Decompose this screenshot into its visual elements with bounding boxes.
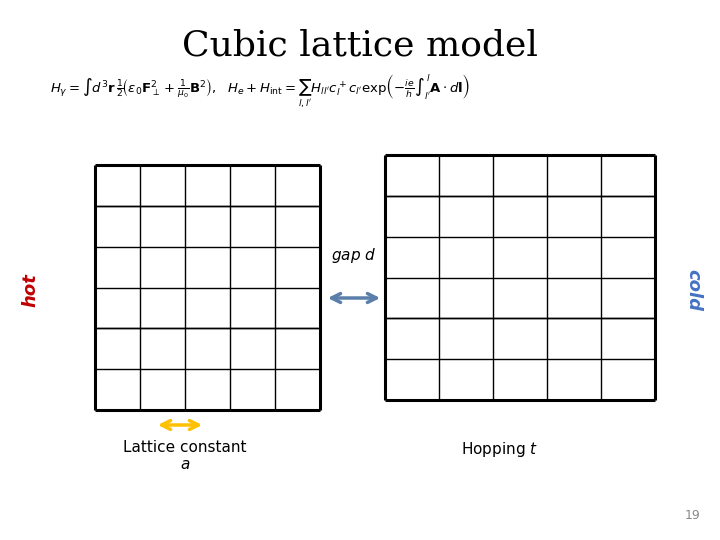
Text: cold: cold <box>684 269 702 311</box>
Text: hot: hot <box>21 273 39 307</box>
Text: Hopping $t$: Hopping $t$ <box>462 440 539 459</box>
Text: $H_{\gamma} = \int d^3\mathbf{r}\,\frac{1}{2}\!\left(\varepsilon_0\mathbf{F}_{\p: $H_{\gamma} = \int d^3\mathbf{r}\,\frac{… <box>50 73 470 110</box>
Text: Lattice constant
$a$: Lattice constant $a$ <box>123 440 247 472</box>
Text: gap $d$: gap $d$ <box>331 246 377 265</box>
Text: 19: 19 <box>684 509 700 522</box>
Text: Cubic lattice model: Cubic lattice model <box>182 28 538 62</box>
